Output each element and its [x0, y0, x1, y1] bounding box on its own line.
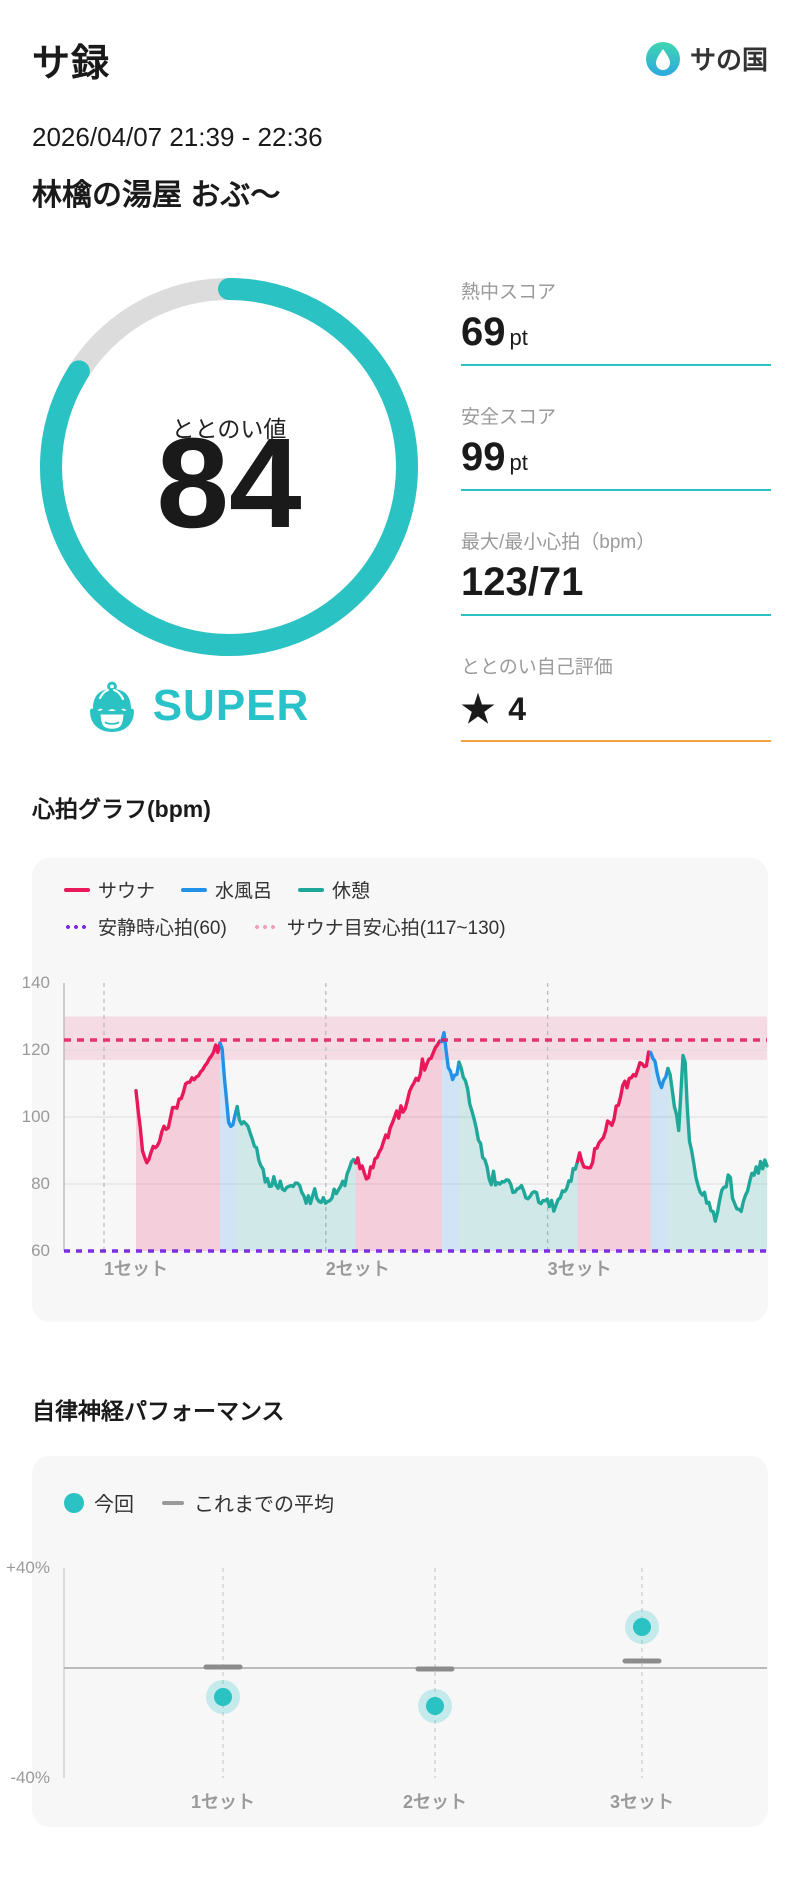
- svg-text:2セット: 2セット: [403, 1792, 467, 1812]
- svg-text:100: 100: [22, 1107, 50, 1126]
- svg-text:-40%: -40%: [10, 1768, 50, 1787]
- svg-text:2セット: 2セット: [326, 1259, 390, 1279]
- svg-text:3セット: 3セット: [610, 1792, 674, 1812]
- svg-text:60: 60: [31, 1241, 50, 1260]
- svg-text:80: 80: [31, 1174, 50, 1193]
- svg-text:1セット: 1セット: [191, 1792, 255, 1812]
- svg-text:120: 120: [22, 1040, 50, 1059]
- svg-text:3セット: 3セット: [548, 1259, 612, 1279]
- svg-text:1セット: 1セット: [104, 1259, 168, 1279]
- svg-text:140: 140: [22, 973, 50, 992]
- svg-text:+40%: +40%: [6, 1558, 50, 1577]
